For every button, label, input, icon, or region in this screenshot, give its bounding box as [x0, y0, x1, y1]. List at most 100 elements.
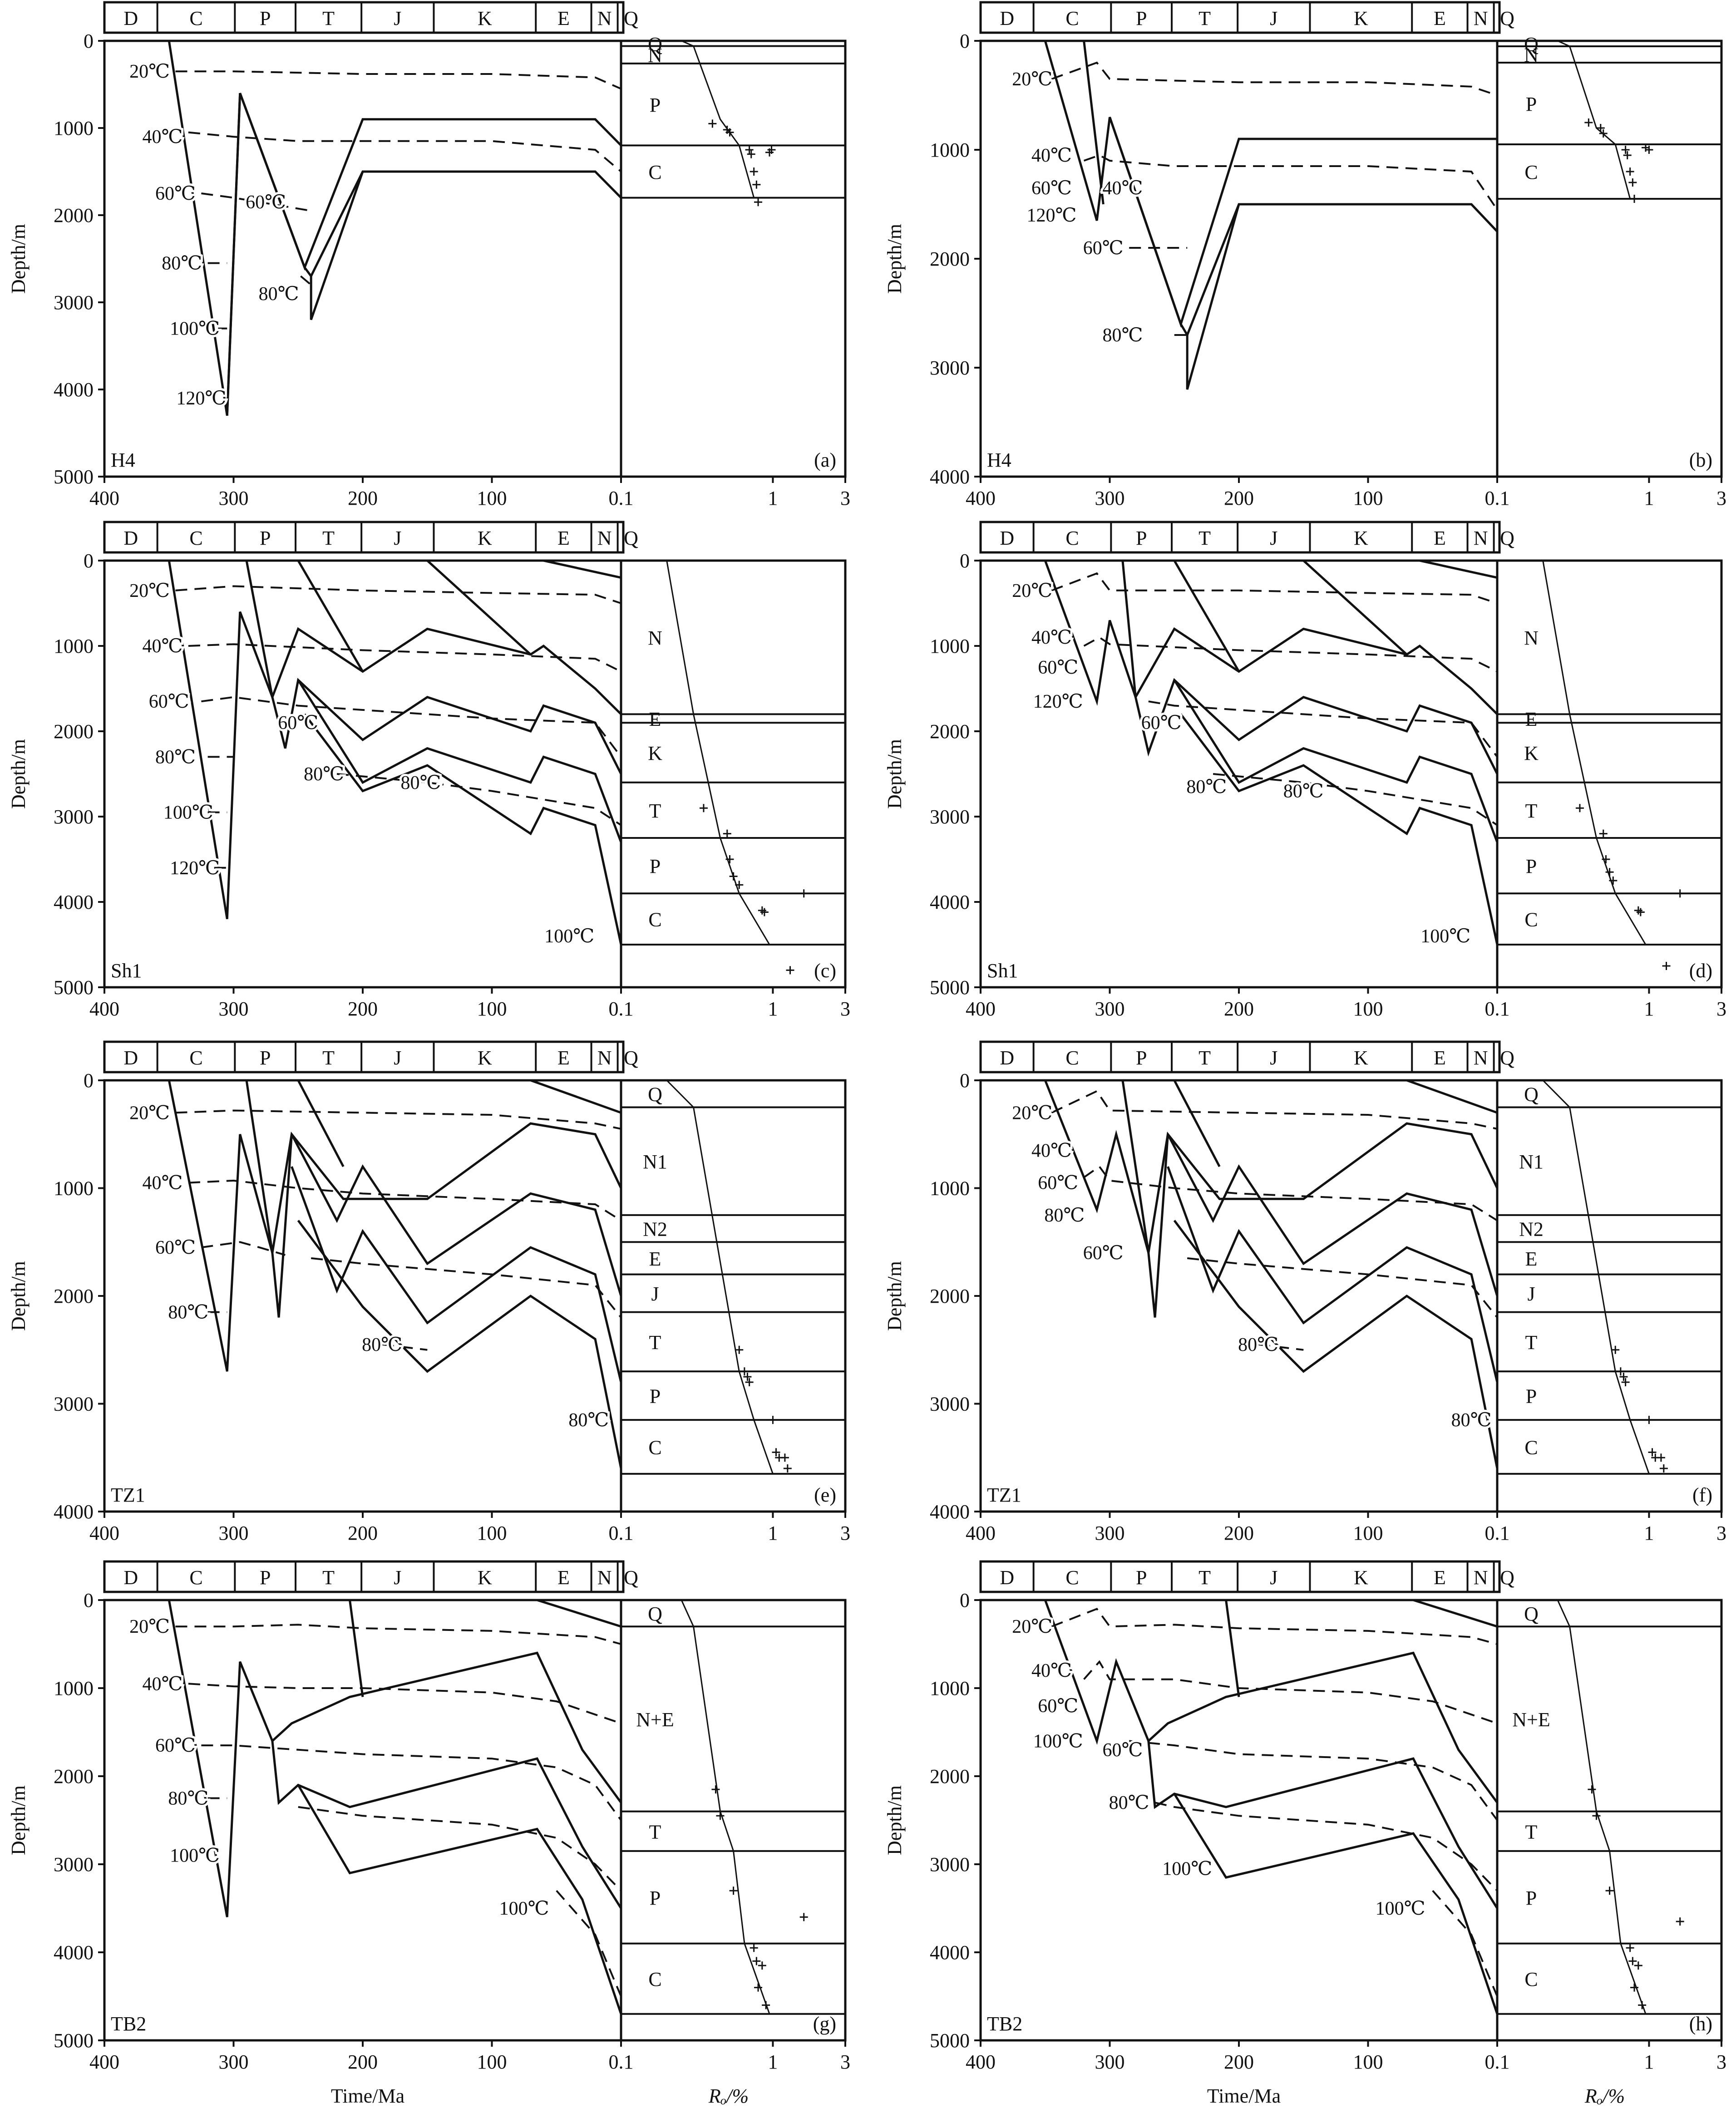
isotherm-label: 80℃	[1109, 1793, 1149, 1813]
ro-sample-point	[1616, 1367, 1625, 1376]
ro-tick-label: 0.1	[1485, 487, 1510, 509]
y-tick-label: 1000	[930, 1677, 970, 1699]
y-tick-label: 3000	[930, 357, 970, 379]
panel-label: (b)	[1689, 449, 1712, 471]
x-tick-label: 300	[1095, 487, 1125, 509]
x-tick-label: 100	[1353, 487, 1383, 509]
ro-sample-point	[1676, 1917, 1684, 1926]
burial-curve	[271, 1134, 293, 1318]
isotherm-label: 20℃	[1012, 69, 1052, 90]
x-tick-label: 200	[1224, 1522, 1254, 1544]
y-tick-label: 1000	[54, 1177, 94, 1200]
y-tick-label: 5000	[54, 2029, 94, 2052]
strat-header-label-Q: Q	[624, 527, 638, 549]
strat-header-label-P: P	[260, 1566, 271, 1589]
ro-sample-point	[1645, 146, 1653, 154]
isotherm-label: 60℃	[1083, 1243, 1124, 1264]
ro-tick-label: 0.1	[1485, 2051, 1510, 2073]
panel-label: (d)	[1689, 960, 1712, 982]
isotherm-label: 80℃	[1044, 1205, 1085, 1226]
burial-curve	[1186, 204, 1240, 390]
isotherm-label: 100℃	[163, 803, 213, 823]
ro-sample-point	[716, 1812, 725, 1820]
strat-header-label-N: N	[1474, 1047, 1488, 1069]
burial-curve	[1167, 1166, 1499, 1383]
isotherm-label: 40℃	[143, 636, 183, 657]
strat-unit-label-P: P	[1526, 93, 1537, 115]
strat-unit-label-J: J	[1527, 1283, 1535, 1305]
isotherm-line	[311, 1257, 622, 1318]
strat-header-label-E: E	[1434, 7, 1446, 30]
ro-trend-line	[666, 1079, 774, 1474]
ro-tick-label: 0.1	[609, 998, 634, 1020]
isotherm-label: 100℃	[170, 319, 220, 340]
burial-curve	[1147, 1741, 1499, 1909]
isotherm-line	[188, 1179, 622, 1221]
strat-header-label-D: D	[1000, 527, 1014, 549]
y-tick-label: 1000	[54, 1677, 94, 1699]
isotherm-line	[175, 1109, 621, 1130]
strat-header-label-D: D	[1000, 1047, 1014, 1069]
strat-header-label-J: J	[1270, 1047, 1277, 1069]
ro-sample-point	[760, 908, 769, 916]
ro-tick-label: 1	[768, 2051, 778, 2073]
ro-tick-label: 1	[768, 1522, 778, 1544]
panel-label: (a)	[814, 449, 836, 471]
ro-sample-point	[752, 180, 761, 189]
strat-unit-label-C: C	[648, 1437, 661, 1459]
ro-tick-label: 3	[840, 998, 850, 1020]
ro-sample-point	[723, 829, 731, 838]
ro-tick-label: 1	[1644, 487, 1654, 509]
strat-unit-label-E: E	[649, 1248, 661, 1270]
y-tick-label: 5000	[54, 976, 94, 999]
x-tick-label: 200	[1224, 998, 1254, 1020]
strat-header	[979, 1040, 1501, 1074]
y-tick-label: 4000	[930, 891, 970, 913]
burial-curve	[1413, 1599, 1498, 1628]
strat-unit-label-C: C	[648, 909, 661, 931]
strat-header-label-K: K	[1354, 1566, 1368, 1589]
y-axis-label: Depth/m	[7, 1261, 30, 1331]
isotherm-label: 100℃	[170, 1846, 220, 1867]
x-tick-label: 200	[1224, 2051, 1254, 2073]
burial-curve	[1173, 1793, 1499, 2014]
ro-sample-point	[1623, 151, 1632, 159]
isotherm-label: 60℃	[1102, 1740, 1143, 1761]
x-tick-label: 200	[348, 1522, 378, 1544]
ro-sample-point	[767, 146, 776, 154]
strat-unit-label-C: C	[1524, 1437, 1538, 1459]
burial-curve	[1173, 560, 1240, 672]
strat-unit-label-N: N	[648, 44, 662, 67]
isotherm-label: 60℃	[155, 183, 196, 204]
well-name: H4	[987, 449, 1011, 471]
ro-sample-point	[1605, 1886, 1614, 1895]
strat-header-label-K: K	[1354, 527, 1368, 549]
strat-unit-label-P: P	[650, 1887, 661, 1909]
strat-header-label-E: E	[557, 527, 570, 549]
strat-header-label-Q: Q	[1500, 1047, 1514, 1069]
panel-label: (c)	[814, 960, 836, 982]
strat-unit-label-P: P	[1526, 1385, 1537, 1408]
ro-sample-point	[769, 1416, 777, 1424]
y-tick-label: 1000	[54, 635, 94, 657]
isotherm-label: 100℃	[499, 1898, 549, 1919]
isotherm-line	[1083, 636, 1498, 673]
strat-header-label-K: K	[478, 7, 492, 30]
burial-curve	[1044, 1600, 1499, 1803]
ro-sample-point	[1596, 124, 1605, 132]
well-name: TZ1	[987, 1484, 1021, 1506]
burial-curve	[168, 1600, 622, 1917]
isotherm-label: 40℃	[143, 127, 183, 148]
ro-sample-point	[1605, 868, 1614, 877]
panel-g: D C P T J K E N Q010002000300040005000Depth/m400…	[7, 1560, 850, 2073]
isotherm-label: 80℃	[1283, 781, 1324, 802]
isotherm-label: 80℃	[155, 747, 196, 768]
ro-sample-point	[745, 1378, 754, 1386]
ro-trend-line	[1557, 1600, 1647, 2014]
isotherm-label: 60℃	[1038, 1696, 1078, 1717]
strat-header-label-P: P	[1136, 1566, 1147, 1589]
strat-header-label-P: P	[260, 7, 271, 30]
isotherm-label: 60℃	[278, 713, 318, 734]
strat-unit-label-C: C	[1524, 1968, 1538, 1990]
strat-unit-label-P: P	[1526, 855, 1537, 877]
